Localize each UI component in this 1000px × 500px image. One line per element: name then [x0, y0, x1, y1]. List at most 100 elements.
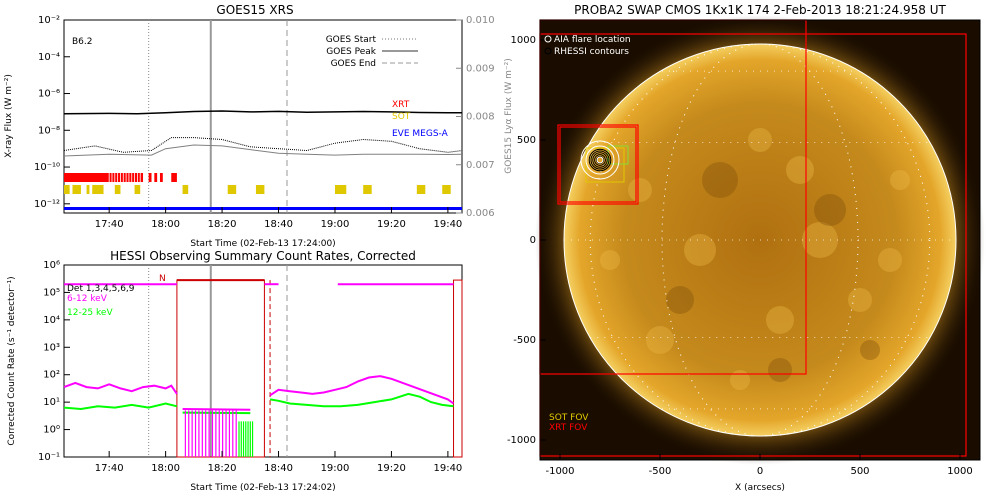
- legend-aia: AIA flare location: [554, 35, 631, 45]
- hessi-det-label: Det 1,3,4,5,6,9: [67, 284, 135, 294]
- swap-xtick-label: 500: [850, 466, 869, 477]
- sun-surface-texture: [564, 43, 956, 437]
- eve-coverage-bar: [64, 207, 462, 210]
- goes-xrs-panel: GOES15 XRS 17:40 18:00 18:20 18:40 19:00 19:2…: [4, 3, 514, 249]
- hessi-series-4: [182, 408, 251, 411]
- goes-ytick-label: 10⁻⁶: [38, 89, 60, 100]
- hessi-xtick-label: 17:40: [95, 463, 124, 474]
- goes-ytick-label: 10⁻¹⁰: [34, 162, 60, 173]
- sun-bright-region: [786, 156, 814, 184]
- hessi-ytick-label: 10³: [43, 342, 60, 353]
- goes-xtick-label: 18:20: [208, 219, 237, 230]
- goes-ytick-label: 10⁻⁴: [38, 52, 60, 63]
- goes-series-0: [63, 110, 462, 115]
- hessi-marks: [63, 265, 463, 458]
- hessi-series-0: [63, 381, 178, 395]
- hessi-attenuator-box: [453, 279, 463, 458]
- legend-goes-start: GOES Start: [326, 35, 377, 45]
- hessi-xtick-label: 18:00: [151, 463, 180, 474]
- hessi-ytick-label: 10⁴: [43, 315, 60, 326]
- hessi-series-1: [269, 375, 455, 405]
- sot-coverage-bar: [442, 185, 451, 194]
- goes-ytick-label: 10⁻¹²: [34, 199, 60, 210]
- sun-bright-region: [730, 370, 750, 390]
- xrt-coverage-bar: [64, 173, 144, 182]
- sun-bright-region: [766, 306, 794, 334]
- sot-coverage-bar: [227, 185, 237, 194]
- legend-rhessi-symbol: [544, 47, 552, 55]
- hessi-xtick-label: 19:20: [377, 463, 406, 474]
- sun-bright-region: [848, 288, 872, 312]
- goes-xtick-label: 19:00: [321, 219, 350, 230]
- goes-ytick-right-label: 0.009: [466, 63, 495, 74]
- hessi-xtick-label: 19:00: [321, 463, 350, 474]
- sot-coverage-bar: [86, 185, 90, 194]
- hessi-attenuator-box: [176, 279, 265, 458]
- rhessi-contour: [588, 148, 612, 172]
- hessi-xtick-label: 18:40: [264, 463, 293, 474]
- hessi-ytick-label: 10²: [43, 370, 60, 381]
- xrt-coverage-bar: [171, 173, 177, 182]
- aia-ring: [585, 145, 615, 175]
- fov-box-2: [557, 124, 639, 205]
- hessi-ytick-label: 10⁵: [43, 287, 60, 298]
- label-sot-fov: SOT FOV: [549, 413, 589, 423]
- aia-flare-location: [596, 156, 604, 164]
- hessi-ytick-label: 10¹: [43, 397, 60, 408]
- hessi-ytick-label: 10⁰: [43, 425, 60, 436]
- sun-dark-region: [768, 358, 792, 382]
- sot-small-box: [585, 147, 625, 183]
- goes-ytick-label: 10⁻⁸: [38, 125, 60, 136]
- swap-xlabel: X (arcsecs): [735, 483, 785, 493]
- goes-xtick-label: 18:00: [151, 219, 180, 230]
- legend-goes-peak: GOES Peak: [326, 47, 376, 57]
- label-eve: EVE MEGS-A: [392, 129, 449, 139]
- goes-class-label: B6.2: [72, 37, 93, 47]
- sun-bright-region: [600, 250, 620, 270]
- goes-axes: 17:40 18:00 18:20 18:40 19:00 19:20 19:40 10⁻² 1…: [34, 15, 495, 230]
- label-xrt: XRT: [392, 100, 410, 110]
- label-xrt-fov: XRT FOV: [549, 423, 588, 433]
- sot-coverage-bar: [182, 185, 189, 194]
- sun-bright-region: [802, 222, 838, 258]
- rhessi-contour: [590, 150, 610, 170]
- hessi-panel: HESSI Observing Summary Count Rates, Cor…: [7, 249, 463, 493]
- hessi-ytick-label: 10⁶: [43, 260, 60, 271]
- sun-bright-region: [890, 170, 910, 190]
- rhessi-contour: [592, 152, 608, 168]
- hessi-xtick-label: 19:40: [433, 463, 462, 474]
- sun-bright-region: [748, 128, 772, 152]
- xrt-coverage-bar: [154, 173, 158, 182]
- hessi-flag-label: N: [159, 274, 166, 284]
- goes-ylabel-left: X-ray Flux (W m⁻²): [4, 74, 14, 158]
- hessi-xtick-label: 18:20: [208, 463, 237, 474]
- goes-title: GOES15 XRS: [216, 3, 293, 17]
- aia-ring: [580, 140, 620, 180]
- hessi-series-label-lo: 6-12 keV: [67, 294, 108, 304]
- sot-coverage-bar: [255, 185, 265, 194]
- sun-dark-region: [702, 162, 738, 198]
- label-sot: SOT: [392, 112, 411, 122]
- sun-dark-region: [860, 340, 880, 360]
- goes-legend: GOES Start GOES Peak GOES End: [326, 35, 418, 69]
- sun-bright-region: [646, 326, 674, 354]
- swap-ytick-label: 0: [530, 235, 536, 246]
- hessi-ylabel: Corrected Count Rate (s⁻¹ detector⁻¹): [7, 276, 17, 445]
- sot-coverage-bar: [72, 185, 81, 194]
- swap-ytick-label: 500: [517, 135, 536, 146]
- sot-coverage-bar: [92, 185, 104, 194]
- hessi-series-label-hi: 12-25 keV: [67, 308, 113, 318]
- goes-xlabel: Start Time (02-Feb-13 17:24:00): [190, 239, 335, 249]
- legend-rhessi: RHESSI contours: [554, 47, 629, 57]
- swap-axes: -1000 -500 0 500 1000 -1000 -500 0 500 1000: [507, 35, 973, 477]
- swap-title: PROBA2 SWAP CMOS 1Kx1K 174 2-Feb-2013 18…: [574, 3, 946, 17]
- sun-bright-region: [628, 178, 652, 202]
- xrt-coverage-bar: [148, 173, 152, 182]
- goes-series-2: [63, 137, 463, 153]
- goes-ytick-label: 10⁻²: [38, 15, 60, 26]
- legend-goes-end: GOES End: [331, 59, 376, 69]
- goes-xtick-label: 18:40: [264, 219, 293, 230]
- sun-bright-region: [684, 234, 716, 266]
- swap-legend: AIA flare location RHESSI contours: [544, 35, 631, 57]
